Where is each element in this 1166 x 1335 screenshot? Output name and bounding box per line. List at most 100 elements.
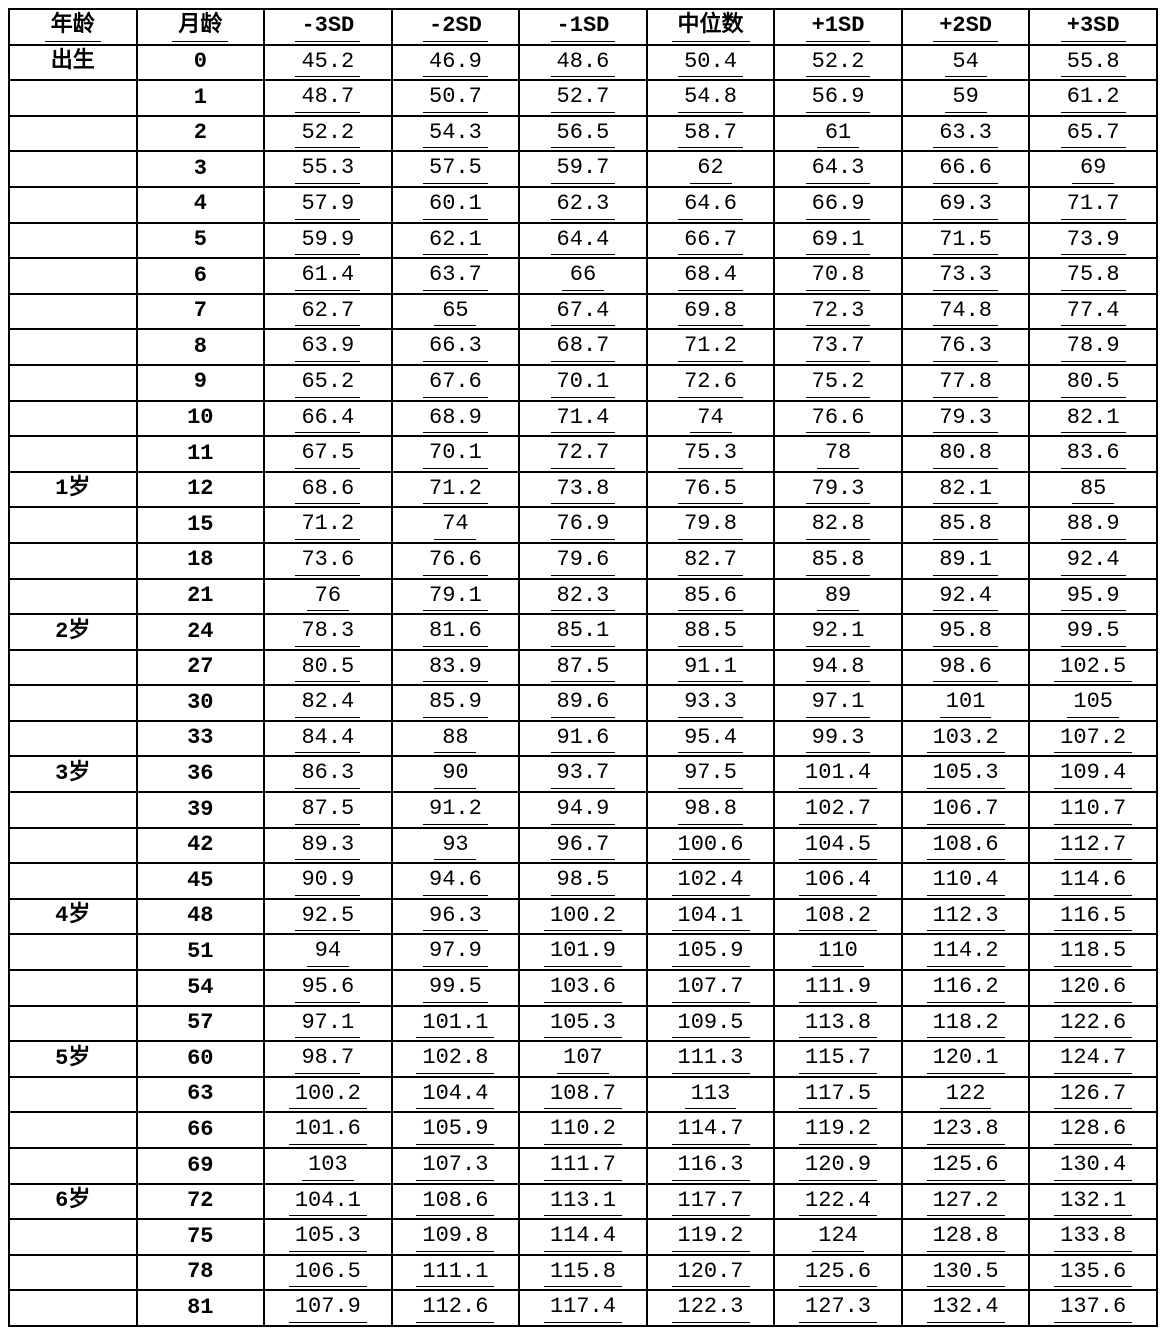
cell-value: 82.3 bbox=[519, 579, 647, 615]
cell-text: 52.7 bbox=[551, 83, 616, 113]
cell-value: 105.3 bbox=[519, 1006, 647, 1042]
cell-value: 114.7 bbox=[647, 1112, 775, 1148]
cell-value: 95.6 bbox=[264, 970, 392, 1006]
cell-value: 62.3 bbox=[519, 187, 647, 223]
cell-text: 91.2 bbox=[423, 795, 488, 825]
cell-text: 98.6 bbox=[933, 653, 998, 683]
cell-text: 64.3 bbox=[806, 154, 871, 184]
cell-text: 120.9 bbox=[799, 1151, 877, 1181]
cell-value: 107.7 bbox=[647, 970, 775, 1006]
cell-value: 76.6 bbox=[392, 543, 520, 579]
cell-text: 80.5 bbox=[295, 653, 360, 683]
cell-text: 75.8 bbox=[1061, 261, 1126, 291]
cell-value: 104.5 bbox=[774, 828, 902, 864]
cell-text: 111.3 bbox=[672, 1044, 750, 1074]
cell-value: 85 bbox=[1029, 472, 1157, 508]
cell-age: 6岁 bbox=[9, 1184, 137, 1220]
cell-text: 85.1 bbox=[551, 617, 616, 647]
cell-value: 88.9 bbox=[1029, 507, 1157, 543]
cell-value: 105 bbox=[1029, 685, 1157, 721]
table-row: 661.463.76668.470.873.375.8 bbox=[9, 258, 1157, 294]
cell-value: 78 bbox=[774, 436, 902, 472]
cell-value: 108.6 bbox=[392, 1184, 520, 1220]
cell-value: 67.5 bbox=[264, 436, 392, 472]
cell-text: 69 bbox=[179, 1152, 221, 1181]
cell-text: 24 bbox=[179, 618, 221, 647]
cell-text: 113 bbox=[685, 1080, 737, 1110]
cell-text: 79.1 bbox=[423, 582, 488, 612]
cell-value: 57.9 bbox=[264, 187, 392, 223]
cell-value: 122.6 bbox=[1029, 1006, 1157, 1042]
cell-month: 54 bbox=[137, 970, 265, 1006]
cell-text: 85.8 bbox=[933, 510, 998, 540]
cell-value: 81.6 bbox=[392, 614, 520, 650]
cell-month: 48 bbox=[137, 899, 265, 935]
table-row: 1066.468.971.47476.679.382.1 bbox=[9, 401, 1157, 437]
cell-text: 76.6 bbox=[806, 404, 871, 434]
cell-value: 112.3 bbox=[902, 899, 1030, 935]
cell-month: 27 bbox=[137, 650, 265, 686]
cell-text: 105.3 bbox=[544, 1009, 622, 1039]
cell-month: 69 bbox=[137, 1148, 265, 1184]
cell-value: 91.1 bbox=[647, 650, 775, 686]
cell-value: 56.9 bbox=[774, 80, 902, 116]
cell-value: 82.4 bbox=[264, 685, 392, 721]
cell-value: 73.6 bbox=[264, 543, 392, 579]
cell-value: 70.8 bbox=[774, 258, 902, 294]
cell-text: 122 bbox=[940, 1080, 992, 1110]
cell-text: 70.8 bbox=[806, 261, 871, 291]
cell-value: 67.4 bbox=[519, 294, 647, 330]
cell-age bbox=[9, 401, 137, 437]
cell-text: 91.6 bbox=[551, 724, 616, 754]
cell-value: 94.8 bbox=[774, 650, 902, 686]
cell-text: 62.3 bbox=[551, 190, 616, 220]
cell-text: 85.8 bbox=[806, 546, 871, 576]
cell-value: 112.7 bbox=[1029, 828, 1157, 864]
cell-value: 73.7 bbox=[774, 329, 902, 365]
cell-text: 2岁 bbox=[49, 618, 96, 647]
cell-text: 82.4 bbox=[295, 688, 360, 718]
cell-value: 103.2 bbox=[902, 721, 1030, 757]
cell-value: 52.2 bbox=[264, 116, 392, 152]
cell-month: 75 bbox=[137, 1219, 265, 1255]
table-row: 75105.3109.8114.4119.2124128.8133.8 bbox=[9, 1219, 1157, 1255]
table-row: 4590.994.698.5102.4106.4110.4114.6 bbox=[9, 863, 1157, 899]
cell-value: 104.4 bbox=[392, 1077, 520, 1113]
cell-value: 98.8 bbox=[647, 792, 775, 828]
cell-text: 114.7 bbox=[672, 1115, 750, 1145]
cell-value: 108.7 bbox=[519, 1077, 647, 1113]
cell-text: 69 bbox=[1072, 154, 1114, 184]
cell-value: 59 bbox=[902, 80, 1030, 116]
table-row: 66101.6105.9110.2114.7119.2123.8128.6 bbox=[9, 1112, 1157, 1148]
cell-text: 64.6 bbox=[678, 190, 743, 220]
cell-text: 68.9 bbox=[423, 404, 488, 434]
cell-month: 63 bbox=[137, 1077, 265, 1113]
cell-text: 51 bbox=[179, 938, 221, 967]
cell-text: 79.3 bbox=[806, 475, 871, 505]
cell-value: 72.7 bbox=[519, 436, 647, 472]
cell-month: 57 bbox=[137, 1006, 265, 1042]
cell-text: 109.8 bbox=[416, 1222, 494, 1252]
cell-value: 103 bbox=[264, 1148, 392, 1184]
cell-text: 107 bbox=[557, 1044, 609, 1074]
cell-age: 2岁 bbox=[9, 614, 137, 650]
cell-text: 60 bbox=[179, 1045, 221, 1074]
cell-text: 124 bbox=[812, 1222, 864, 1252]
cell-text: 27 bbox=[179, 653, 221, 682]
cell-text: 66.9 bbox=[806, 190, 871, 220]
cell-age bbox=[9, 863, 137, 899]
cell-text: 128.6 bbox=[1054, 1115, 1132, 1145]
cell-text: 101.4 bbox=[799, 759, 877, 789]
cell-text: 8 bbox=[179, 333, 221, 362]
cell-value: 101.9 bbox=[519, 934, 647, 970]
cell-text: 73.6 bbox=[295, 546, 360, 576]
cell-age: 1岁 bbox=[9, 472, 137, 508]
table-row: 4289.39396.7100.6104.5108.6112.7 bbox=[9, 828, 1157, 864]
cell-text: 88.5 bbox=[678, 617, 743, 647]
cell-value: 110 bbox=[774, 934, 902, 970]
cell-age bbox=[9, 294, 137, 330]
cell-value: 110.2 bbox=[519, 1112, 647, 1148]
cell-month: 0 bbox=[137, 45, 265, 81]
cell-value: 66.4 bbox=[264, 401, 392, 437]
cell-text: 117.7 bbox=[672, 1187, 750, 1217]
